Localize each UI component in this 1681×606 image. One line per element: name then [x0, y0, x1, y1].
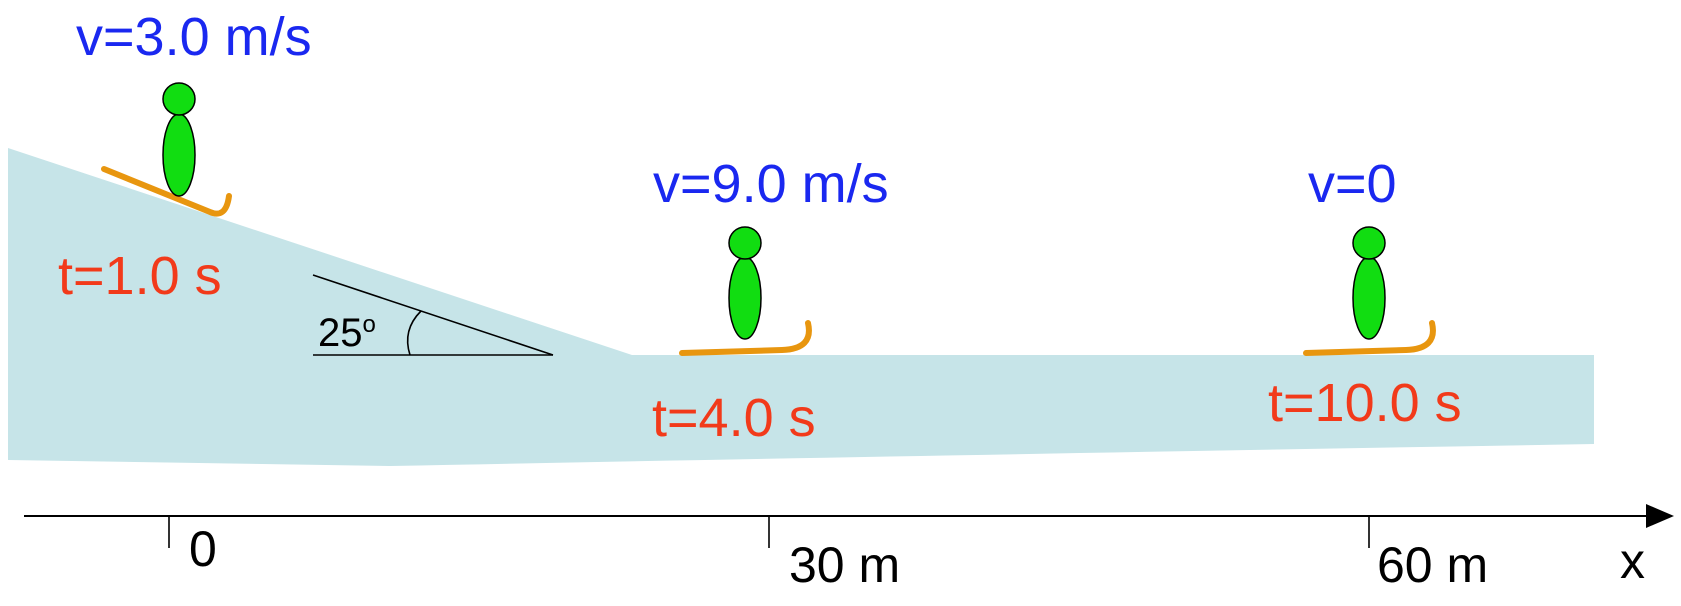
- ski-1: [101, 166, 232, 217]
- skier-2-time: t=4.0 s: [652, 388, 816, 448]
- angle-label: 25o: [318, 311, 376, 355]
- x-axis-tick-label: 30 m: [789, 537, 900, 593]
- x-axis-tick-label: 0: [189, 521, 217, 577]
- skier-3-time: t=10.0 s: [1268, 373, 1462, 433]
- angle-arc: [406, 310, 422, 356]
- x-axis: 0 30 m 60 m x: [24, 504, 1674, 593]
- skier-1-velocity: v=3.0 m/s: [76, 7, 312, 67]
- skier-1-time: t=1.0 s: [58, 246, 222, 306]
- x-axis-tick-label: 60 m: [1377, 537, 1488, 593]
- skier-2-velocity: v=9.0 m/s: [653, 154, 889, 214]
- skier-3-body: [1352, 256, 1386, 340]
- x-axis-label: x: [1620, 533, 1645, 589]
- skier-1-head: [162, 82, 196, 116]
- angle-value: 25: [318, 311, 363, 355]
- ski-3: [1303, 320, 1436, 356]
- slope-angle-marker: [312, 274, 554, 356]
- skier-3: [1303, 226, 1436, 356]
- skier-1-body: [162, 113, 196, 197]
- skier-1: [101, 82, 232, 217]
- degree-mark: o: [363, 311, 376, 338]
- snow-slope-terrain: [8, 148, 1594, 466]
- angle-hypotenuse-line: [312, 274, 554, 356]
- ski-2: [679, 320, 812, 356]
- skier-2: [679, 226, 812, 356]
- x-axis-arrowhead: [1646, 504, 1674, 528]
- skier-2-head: [728, 226, 762, 260]
- skier-2-body: [728, 256, 762, 340]
- skier-3-velocity: v=0: [1308, 154, 1397, 214]
- skier-3-head: [1352, 226, 1386, 260]
